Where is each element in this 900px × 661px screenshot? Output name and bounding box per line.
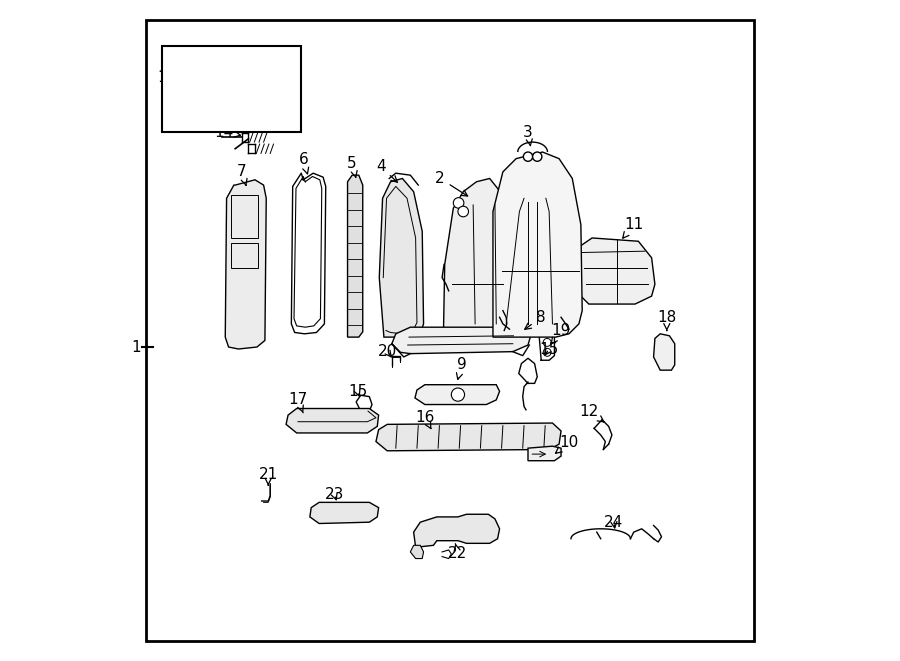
- Polygon shape: [528, 446, 561, 461]
- Text: 17: 17: [288, 393, 308, 412]
- Polygon shape: [225, 180, 266, 349]
- Bar: [230, 195, 258, 238]
- Text: 16: 16: [415, 410, 435, 428]
- Circle shape: [451, 388, 464, 401]
- Bar: [163, 46, 302, 132]
- Polygon shape: [310, 502, 379, 524]
- Polygon shape: [392, 327, 531, 354]
- Text: 4: 4: [376, 159, 398, 182]
- Polygon shape: [410, 545, 424, 559]
- Polygon shape: [653, 334, 675, 370]
- Polygon shape: [415, 385, 500, 405]
- Circle shape: [454, 198, 464, 208]
- Text: 19: 19: [552, 323, 571, 344]
- Text: 9: 9: [456, 358, 467, 379]
- Polygon shape: [414, 514, 500, 547]
- Text: 15: 15: [347, 384, 367, 399]
- Text: 23: 23: [325, 487, 344, 502]
- Polygon shape: [493, 152, 582, 337]
- Text: 15: 15: [539, 342, 559, 356]
- Text: 14: 14: [214, 125, 240, 139]
- Text: 6: 6: [299, 153, 309, 174]
- Polygon shape: [574, 238, 655, 304]
- Bar: [230, 243, 258, 268]
- Text: 1: 1: [131, 340, 140, 354]
- Text: 21: 21: [258, 467, 278, 485]
- Circle shape: [458, 206, 469, 217]
- Text: 5: 5: [347, 157, 357, 177]
- Text: 13: 13: [158, 71, 187, 88]
- Text: 20: 20: [378, 344, 397, 359]
- Polygon shape: [444, 178, 513, 337]
- Text: 22: 22: [448, 543, 468, 561]
- Text: 12: 12: [580, 404, 604, 422]
- Polygon shape: [376, 423, 561, 451]
- Text: 11: 11: [623, 217, 644, 238]
- Text: 3: 3: [523, 125, 533, 145]
- Text: 24: 24: [604, 515, 624, 529]
- Circle shape: [524, 152, 533, 161]
- Text: 2: 2: [436, 171, 468, 196]
- Polygon shape: [379, 178, 424, 337]
- Text: 7: 7: [237, 165, 247, 185]
- Text: 18: 18: [657, 310, 677, 330]
- Polygon shape: [286, 408, 379, 433]
- Circle shape: [533, 152, 542, 161]
- Text: 8: 8: [525, 310, 546, 329]
- Polygon shape: [347, 175, 363, 337]
- Text: 10: 10: [555, 436, 579, 453]
